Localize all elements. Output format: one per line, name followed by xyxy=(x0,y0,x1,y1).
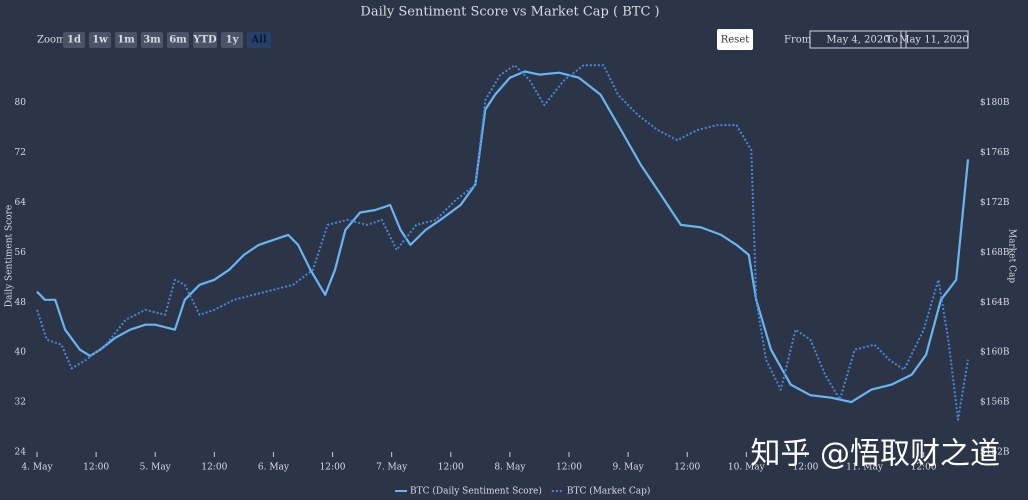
x-tick-label: 12:00 xyxy=(320,463,346,473)
x-tick-label: 12:00 xyxy=(83,463,109,473)
series-line xyxy=(36,64,969,421)
x-tick-label: 6. May xyxy=(258,463,290,473)
y-tick-label: 64 xyxy=(15,198,27,208)
range-button-box[interactable] xyxy=(193,32,217,48)
range-button[interactable]: 1m xyxy=(115,32,137,48)
range-button-text[interactable]: 1d xyxy=(67,35,81,46)
y2-tick-label: $160B xyxy=(980,348,1010,358)
range-button-text[interactable]: 6m xyxy=(169,35,187,46)
reset-text[interactable]: Reset xyxy=(721,35,750,46)
y2-tick-label: $168B xyxy=(980,248,1010,258)
x-tick-label: 5. May xyxy=(140,463,172,473)
range-button[interactable]: 1y xyxy=(221,32,243,48)
x-tick-label: 12:00 xyxy=(792,463,818,473)
y-tick-label: 80 xyxy=(15,98,27,108)
y-axis-title: Daily Sentiment Score xyxy=(5,205,15,307)
range-button-box[interactable] xyxy=(63,32,85,48)
x-tick-label: 7. May xyxy=(376,463,408,473)
reset-button[interactable]: Reset xyxy=(717,29,753,50)
y-tick-label: 72 xyxy=(15,148,26,158)
range-button-text[interactable]: YTD xyxy=(192,35,217,46)
range-button[interactable]: 1w xyxy=(89,32,111,48)
range-button-text[interactable]: 1m xyxy=(117,35,135,46)
range-button-box[interactable] xyxy=(141,32,163,48)
from-label: From xyxy=(784,35,812,46)
chart-title: Daily Sentiment Score vs Market Cap ( BT… xyxy=(360,5,659,20)
range-button[interactable]: YTD xyxy=(192,32,217,48)
range-button[interactable]: 3m xyxy=(141,32,163,48)
x-tick-label: 10. May xyxy=(728,463,766,473)
y2-tick-label: $156B xyxy=(980,398,1010,408)
legend-label[interactable]: BTC (Market Cap) xyxy=(567,486,651,497)
range-button-text[interactable]: All xyxy=(250,35,267,46)
range-button-box[interactable] xyxy=(221,32,243,48)
x-tick-label: 12:00 xyxy=(911,463,937,473)
x-tick-label: 12:00 xyxy=(438,463,464,473)
range-button[interactable]: 6m xyxy=(167,32,189,48)
y2-tick-label: $164B xyxy=(980,298,1010,308)
range-button-box[interactable] xyxy=(167,32,189,48)
to-input[interactable] xyxy=(900,30,969,49)
reset-box[interactable] xyxy=(717,29,753,50)
y2-tick-label: $180B xyxy=(980,98,1010,108)
zoom-label: Zoom xyxy=(37,35,66,46)
x-tick-label: 4. May xyxy=(21,463,53,473)
y2-tick-label: $152B xyxy=(980,448,1010,458)
y2-tick-label: $176B xyxy=(980,148,1010,158)
y-tick-label: 24 xyxy=(15,448,27,458)
range-button-box[interactable] xyxy=(115,32,137,48)
watermark: 知乎 @悟取财之道 xyxy=(750,437,1000,472)
y2-tick-label: $172B xyxy=(980,198,1010,208)
x-tick-label: 12:00 xyxy=(556,463,582,473)
x-tick-label: 12:00 xyxy=(201,463,227,473)
y-tick-label: 32 xyxy=(15,398,26,408)
x-tick-label: 11. May xyxy=(846,463,884,473)
from-input[interactable] xyxy=(809,30,907,49)
range-button[interactable]: All xyxy=(247,32,271,48)
range-button-text[interactable]: 3m xyxy=(143,35,161,46)
range-button-box[interactable] xyxy=(247,32,271,48)
range-button-text[interactable]: 1y xyxy=(226,35,240,46)
y-tick-label: 40 xyxy=(15,348,27,358)
y2-axis-title: Market Cap xyxy=(1007,229,1017,283)
y-tick-label: 48 xyxy=(15,298,27,308)
from-value[interactable]: May 4, 2020 xyxy=(826,35,889,46)
x-tick-label: 9. May xyxy=(613,463,645,473)
series-line xyxy=(36,70,970,404)
range-button-box[interactable] xyxy=(89,32,111,48)
x-tick-label: 12:00 xyxy=(674,463,700,473)
range-button-text[interactable]: 1w xyxy=(92,35,108,46)
legend-label[interactable]: BTC (Daily Sentiment Score) xyxy=(410,486,542,497)
x-tick-label: 8. May xyxy=(494,463,526,473)
to-value[interactable]: May 11, 2020 xyxy=(899,35,969,46)
y-tick-label: 56 xyxy=(15,248,27,258)
range-button[interactable]: 1d xyxy=(63,32,85,48)
to-label: To xyxy=(886,35,898,46)
